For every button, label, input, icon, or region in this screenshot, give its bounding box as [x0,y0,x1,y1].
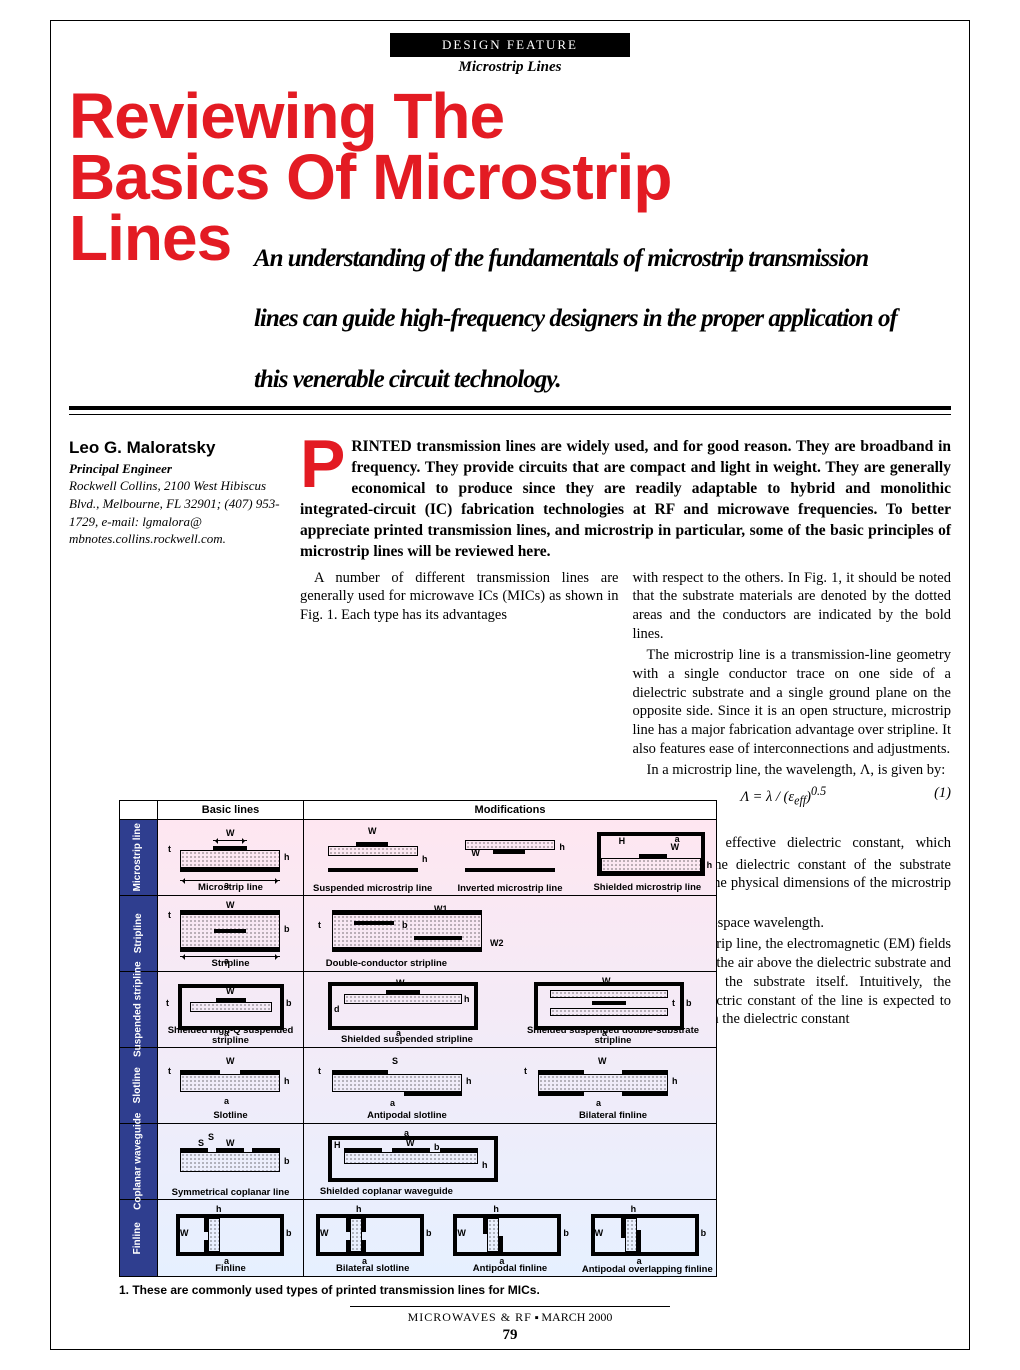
headline-line2: Basics Of Microstrip [69,147,951,208]
figure-1-caption: 1. These are commonly used types of prin… [119,1283,717,1297]
author-role: Principal Engineer [69,460,284,478]
fig-col-mods: Modifications [304,801,716,819]
cap-finline: Finline [158,1264,303,1274]
cap-shielded-cpw: Shielded coplanar waveguide [304,1187,469,1197]
cap-shielded-highq: Shielded high-Q suspended stripline [158,1026,303,1046]
cap-bilateral-finline: Bilateral finline [510,1111,716,1121]
cap-shielded-susp-double: Shielded suspended double-substrate stri… [510,1026,716,1046]
footer-issue: MARCH 2000 [541,1310,612,1324]
colR-p3: In a microstrip line, the wavelength, Λ,… [633,761,952,780]
headline-tagline: An understanding of the fundamentals of … [254,245,897,394]
fig-col-basic: Basic lines [158,801,304,819]
cap-double-stripline: Double-conductor stripline [304,959,469,969]
cap-symmetric-coplanar: Symmetrical coplanar line [158,1188,303,1198]
headline-line3: Lines [69,208,231,269]
fig-row-finline: Finline [120,1200,158,1276]
cap-shielded-ms: Shielded microstrip line [579,883,716,893]
cap-stripline: Stripline [158,959,303,969]
author-name: Leo G. Maloratsky [69,437,284,460]
cap-antipodal-overlap: Antipodal overlapping finline [579,1265,716,1275]
rule-thick [69,406,951,410]
design-feature-banner: DESIGN FEATURE [390,33,630,57]
figure-1: Basic lines Modifications Microstrip lin… [119,800,717,1297]
headline: Reviewing The Basics Of Microstrip Lines… [69,86,951,396]
fig-row-suspended: Suspended stripline [120,972,158,1047]
page-footer: MICROWAVES & RF ■ MARCH 2000 79 [0,1306,1020,1344]
cap-inverted-ms: Inverted microstrip line [441,884,578,894]
author-address: Rockwell Collins, 2100 West Hibiscus Blv… [69,477,284,547]
colL-p1: A number of different transmission lines… [300,569,619,626]
fig-row-stripline: Stripline [120,896,158,971]
colR-p2: The microstrip line is a transmission-li… [633,646,952,759]
footer-page: 79 [0,1327,1020,1344]
cap-antipodal-slot: Antipodal slotline [304,1111,510,1121]
intro-text: RINTED transmission lines are widely use… [300,438,951,560]
feature-subtitle: Microstrip Lines [69,59,951,76]
fig-row-microstrip: Microstrip line [120,820,158,895]
colR-p1: with respect to the others. In Fig. 1, i… [633,569,952,644]
headline-line1: Reviewing The [69,86,951,147]
dropcap: P [300,437,351,493]
cap-shielded-susp: Shielded suspended stripline [304,1035,510,1045]
cap-bilateral-slot: Bilateral slotline [304,1264,441,1274]
fig-row-cpw: Coplanar waveguide [120,1124,158,1199]
cap-antipodal-fin: Antipodal finline [441,1264,578,1274]
rule-thin [69,414,951,415]
cap-slotline: Slotline [158,1111,303,1121]
intro-paragraph: P RINTED transmission lines are widely u… [300,437,951,563]
cap-suspended-ms: Suspended microstrip line [304,884,441,894]
cap-microstrip: Microstrip line [158,883,303,893]
footer-magazine: MICROWAVES & RF [408,1310,532,1324]
